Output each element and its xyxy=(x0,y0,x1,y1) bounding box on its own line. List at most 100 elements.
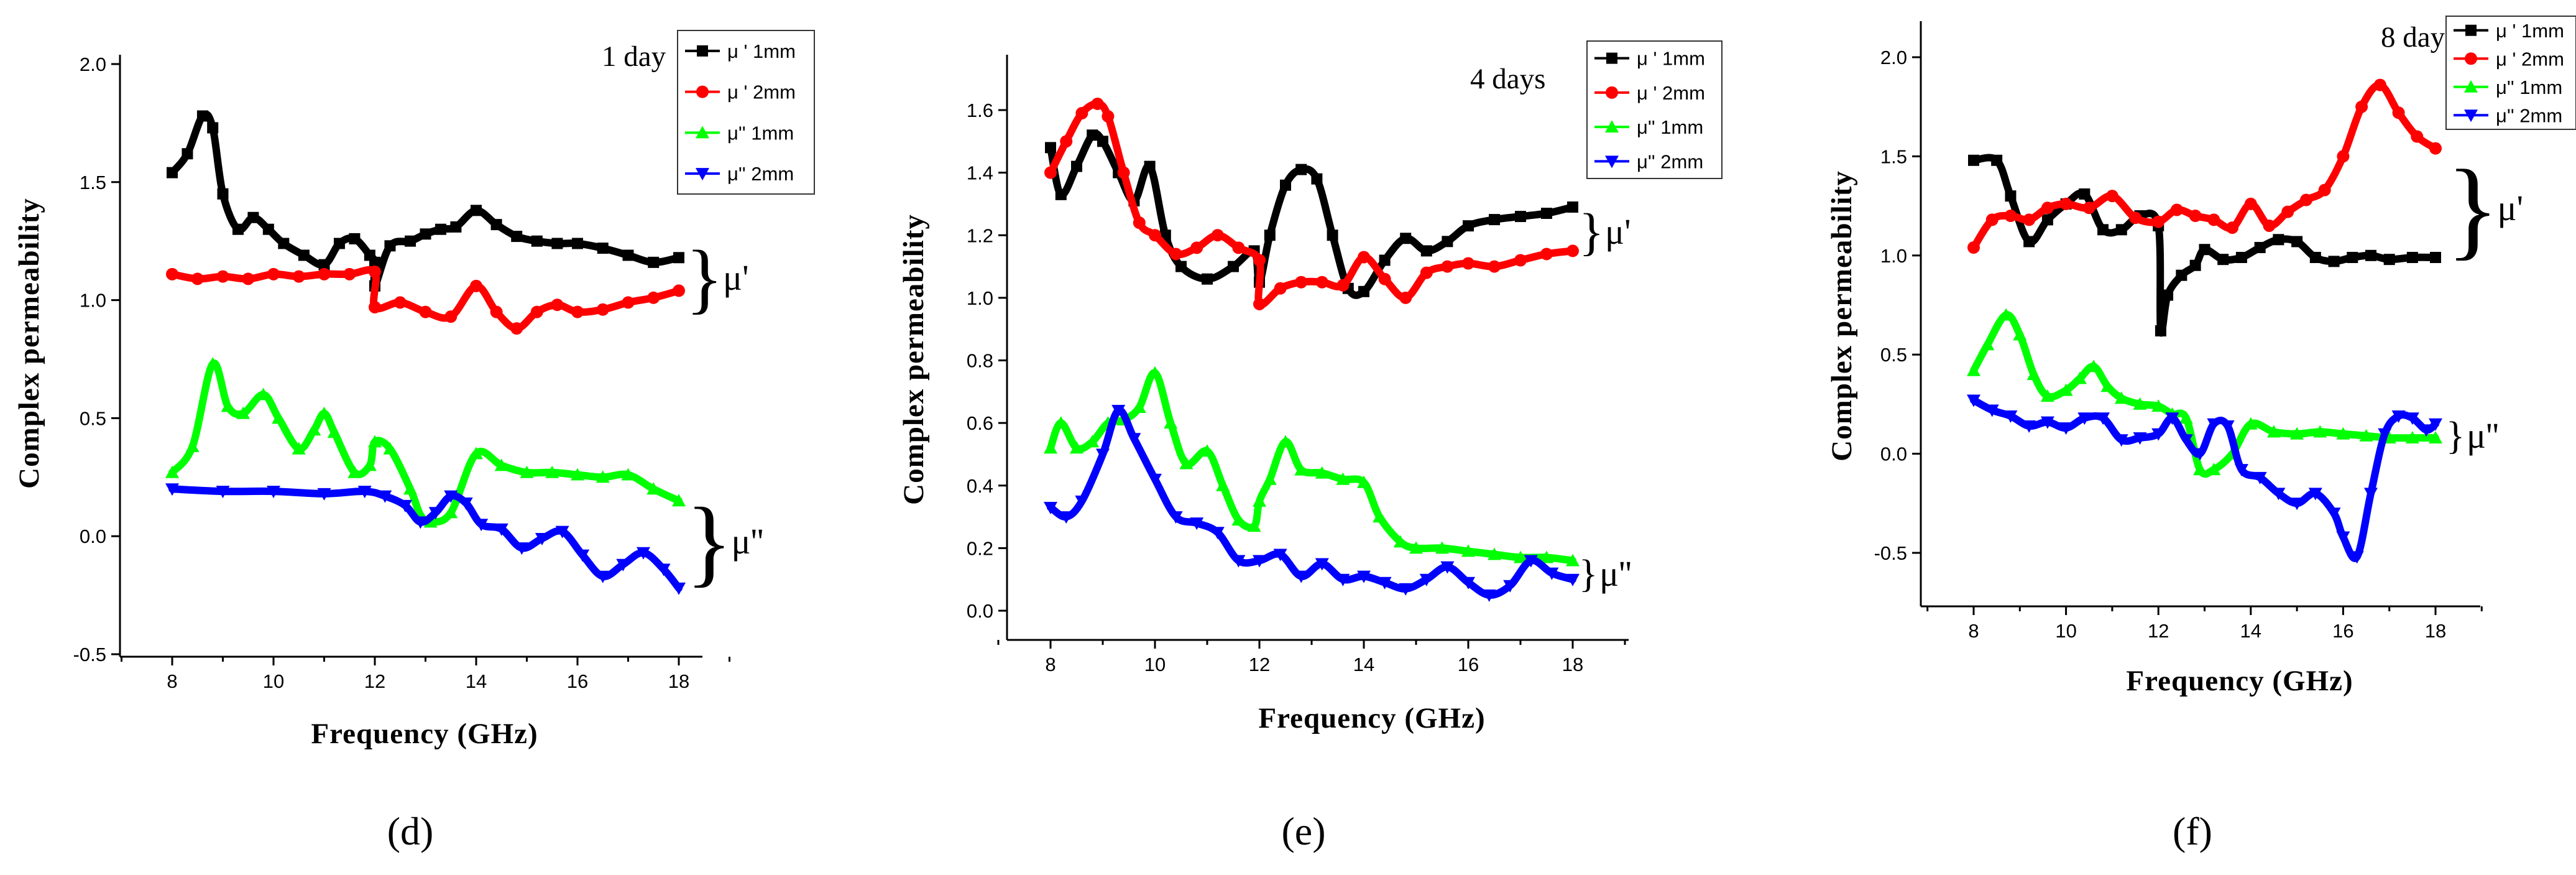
brace-label: μ' xyxy=(1605,211,1631,252)
x-tick-label: 18 xyxy=(1562,654,1583,675)
x-tick-label: 12 xyxy=(364,670,385,692)
x-tick-label: 16 xyxy=(2332,620,2353,642)
day-annotation: 8 days xyxy=(2381,21,2456,53)
data-point xyxy=(2171,203,2183,216)
data-point xyxy=(531,306,543,318)
brace-label: μ'' xyxy=(1599,553,1632,594)
series-line xyxy=(1974,400,2436,558)
brace-label: μ'' xyxy=(732,521,764,562)
data-point xyxy=(293,271,305,283)
y-tick-label: 1.0 xyxy=(967,287,993,309)
brace-label: μ' xyxy=(723,257,749,298)
data-point xyxy=(2407,252,2418,263)
data-point xyxy=(2337,150,2349,162)
legend-marker xyxy=(696,86,709,98)
data-point xyxy=(2226,221,2238,234)
brace-symbol: } xyxy=(2446,147,2500,270)
data-point xyxy=(1102,110,1114,123)
data-point xyxy=(349,233,360,244)
legend-label: μ ' 2mm xyxy=(2496,48,2564,70)
data-point xyxy=(1421,245,1432,256)
data-point xyxy=(1488,261,1501,273)
data-point xyxy=(197,111,208,122)
brace-symbol: } xyxy=(686,488,733,596)
x-axis-title: Frequency (GHz) xyxy=(311,718,538,750)
data-point xyxy=(2393,106,2405,119)
data-point xyxy=(1170,248,1182,260)
data-point xyxy=(405,236,416,247)
data-point xyxy=(1133,216,1146,229)
legend-label: μ'' 1mm xyxy=(727,122,794,144)
series-0 xyxy=(1045,129,1578,297)
series-1 xyxy=(1044,98,1579,310)
data-point xyxy=(1540,248,1553,260)
data-point xyxy=(572,238,583,249)
data-point xyxy=(2365,250,2376,261)
x-tick-label: 16 xyxy=(1458,654,1479,675)
panel-label: (f) xyxy=(2173,809,2212,853)
data-point xyxy=(1514,254,1527,267)
data-point xyxy=(2060,198,2072,210)
data-point xyxy=(2217,254,2229,265)
x-tick-label: 10 xyxy=(1144,654,1166,675)
legend-label: μ ' 2mm xyxy=(1637,82,1705,104)
data-point xyxy=(1253,298,1266,310)
y-tick-label: 2.0 xyxy=(80,53,106,75)
y-tick-label: 0.5 xyxy=(80,407,106,429)
data-point xyxy=(491,219,502,230)
series-line xyxy=(172,363,679,522)
y-tick-label: 1.0 xyxy=(80,290,106,312)
brace-label: μ' xyxy=(2498,188,2524,228)
data-point xyxy=(1515,211,1526,222)
data-point xyxy=(2374,79,2386,91)
figure-canvas: 8 10 12 14 16 18-0.50.00.51.01.52.0 Frequency… xyxy=(0,0,2576,875)
chart-panel-d: 8 10 12 14 16 18-0.50.00.51.01.52.0 Frequency… xyxy=(13,30,814,853)
x-tick-label: 18 xyxy=(2425,620,2446,642)
data-point xyxy=(2152,216,2164,228)
data-point xyxy=(597,243,609,254)
y-tick-label: 0.0 xyxy=(1880,443,1907,465)
data-point xyxy=(1212,229,1224,241)
data-point xyxy=(1190,241,1203,254)
x-axis-title: Frequency (GHz) xyxy=(1258,702,1485,734)
data-point xyxy=(1967,241,1980,254)
data-point xyxy=(2310,252,2321,263)
legend-marker xyxy=(2465,25,2477,36)
data-point xyxy=(551,238,563,249)
y-tick-label: -0.5 xyxy=(73,644,106,665)
x-tick-label: 14 xyxy=(466,670,487,692)
series-2 xyxy=(165,357,686,527)
data-point xyxy=(1118,167,1130,179)
data-point xyxy=(267,268,280,280)
data-point xyxy=(2189,210,2202,222)
data-point xyxy=(1175,261,1187,272)
data-point xyxy=(1420,267,1433,279)
data-point xyxy=(1400,233,1411,244)
data-point xyxy=(1060,135,1072,147)
x-tick-label: 12 xyxy=(1249,654,1270,675)
data-point xyxy=(2023,213,2035,226)
data-point xyxy=(394,296,407,308)
data-point xyxy=(1228,261,1239,272)
data-point xyxy=(647,292,660,304)
y-tick-label: 1.4 xyxy=(967,162,993,184)
y-tick-label: 0.2 xyxy=(967,537,993,559)
y-tick-label: 1.0 xyxy=(1880,245,1907,267)
data-point xyxy=(420,228,431,239)
legend-label: μ'' 2mm xyxy=(2496,104,2562,126)
data-point xyxy=(420,306,432,318)
data-point xyxy=(2255,242,2266,253)
y-tick-label: 0.4 xyxy=(967,475,993,497)
x-tick-label: 14 xyxy=(1353,654,1374,675)
data-point xyxy=(2041,201,2054,214)
data-point xyxy=(1092,98,1104,110)
data-point xyxy=(2347,252,2358,263)
data-point xyxy=(343,268,356,280)
legend-label: μ'' 2mm xyxy=(1637,150,1703,172)
data-point xyxy=(1336,279,1349,292)
day-annotation: 4 days xyxy=(1470,63,1545,95)
data-point xyxy=(1087,129,1098,141)
data-point xyxy=(1056,189,1067,200)
day-annotation: 1 day xyxy=(602,40,666,73)
data-point xyxy=(2005,190,2016,201)
